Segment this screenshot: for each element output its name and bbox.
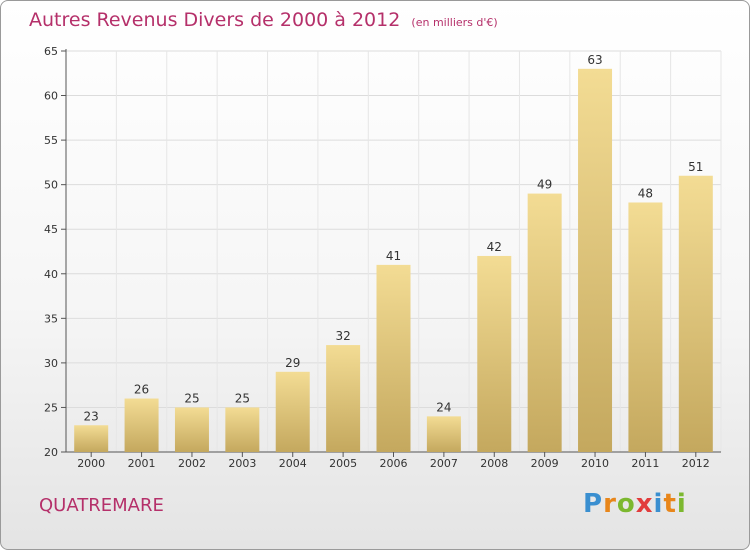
data-label: 51 [688, 160, 703, 174]
y-tick-label: 55 [44, 134, 58, 147]
data-labels: 23 26 25 25 29 32 41 24 42 49 63 48 51 [84, 53, 704, 423]
logo-letter: t [663, 489, 677, 519]
bar [275, 371, 310, 452]
bar [578, 68, 613, 453]
chart-unit-note: (en milliers d'€) [411, 16, 498, 29]
data-label: 48 [638, 186, 653, 200]
y-tick-label: 50 [44, 179, 58, 192]
y-tick-label: 40 [44, 268, 58, 281]
bar [376, 264, 411, 452]
x-tick-label: 2007 [430, 457, 458, 470]
y-tick-label: 35 [44, 312, 58, 325]
data-label: 24 [436, 400, 451, 414]
data-label: 25 [235, 391, 250, 405]
bar [74, 425, 109, 452]
bar [527, 193, 562, 453]
bars [74, 68, 713, 457]
logo-letter: r [603, 489, 617, 519]
logo-letter: o [616, 489, 636, 519]
y-tick-label: 25 [44, 401, 58, 414]
x-tick-label: 2002 [178, 457, 206, 470]
chart-title: Autres Revenus Divers de 2000 à 2012 (en… [29, 9, 498, 31]
x-tick-label: 2012 [682, 457, 710, 470]
bar [124, 398, 159, 452]
x-tick-label: 2001 [128, 457, 156, 470]
x-tick-label: 2010 [581, 457, 609, 470]
logo-letter: P [583, 489, 604, 519]
data-label: 63 [587, 53, 602, 67]
data-label: 26 [134, 383, 149, 397]
bar [477, 255, 512, 452]
x-tick-label: 2000 [77, 457, 105, 470]
x-tick-label: 2006 [380, 457, 408, 470]
logo-letter: x [635, 489, 654, 519]
data-label: 29 [285, 356, 300, 370]
y-tick-label: 30 [44, 357, 58, 370]
y-tick-label: 60 [44, 90, 58, 103]
axes: 20 25 30 35 40 45 50 55 60 65 2000 2001 2002 2003 2004… [44, 45, 721, 470]
data-label: 23 [84, 409, 99, 423]
y-tick-label: 65 [44, 45, 58, 58]
x-tick-label: 2008 [480, 457, 508, 470]
logo-letter: i [653, 489, 664, 519]
bar [426, 416, 461, 452]
bar [174, 407, 209, 452]
bar [326, 345, 361, 452]
data-label: 42 [487, 240, 502, 254]
x-tick-label: 2005 [329, 457, 357, 470]
data-label: 25 [184, 391, 199, 405]
data-label: 32 [335, 329, 350, 343]
x-tick-label: 2009 [531, 457, 559, 470]
y-tick-label: 20 [44, 446, 58, 459]
bar [678, 175, 713, 452]
x-tick-label: 2011 [631, 457, 659, 470]
bar [225, 407, 260, 452]
logo-letter: i [676, 489, 687, 519]
y-tick-label: 45 [44, 223, 58, 236]
chart-title-main: Autres Revenus Divers de 2000 à 2012 [29, 9, 401, 31]
proxiti-logo: Proxiti [583, 489, 687, 519]
location-name: QUATREMARE [39, 495, 164, 516]
data-label: 49 [537, 178, 552, 192]
data-label: 41 [386, 249, 401, 263]
x-tick-label: 2003 [228, 457, 256, 470]
x-tick-label: 2004 [279, 457, 307, 470]
bar [628, 202, 663, 452]
